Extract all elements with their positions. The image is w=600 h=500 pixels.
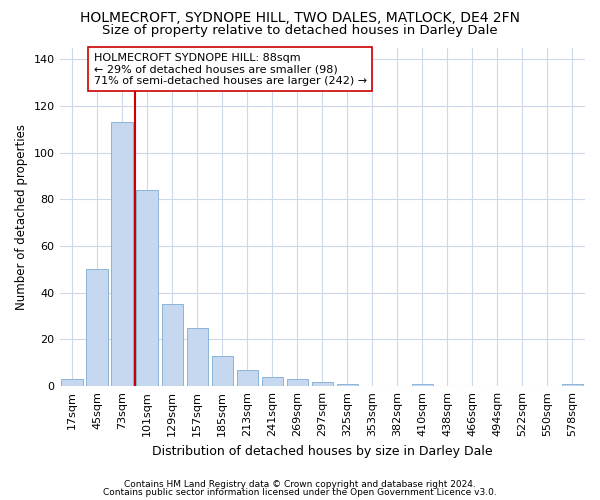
Bar: [287, 379, 308, 386]
Bar: [136, 190, 158, 386]
Y-axis label: Number of detached properties: Number of detached properties: [15, 124, 28, 310]
Bar: [236, 370, 258, 386]
Bar: [337, 384, 358, 386]
Bar: [86, 270, 108, 386]
Bar: [187, 328, 208, 386]
Bar: [112, 122, 133, 386]
Text: HOLMECROFT SYDNOPE HILL: 88sqm
← 29% of detached houses are smaller (98)
71% of : HOLMECROFT SYDNOPE HILL: 88sqm ← 29% of …: [94, 52, 367, 86]
Bar: [262, 377, 283, 386]
Bar: [412, 384, 433, 386]
Bar: [562, 384, 583, 386]
Bar: [161, 304, 183, 386]
Bar: [212, 356, 233, 386]
X-axis label: Distribution of detached houses by size in Darley Dale: Distribution of detached houses by size …: [152, 444, 493, 458]
Text: Contains HM Land Registry data © Crown copyright and database right 2024.: Contains HM Land Registry data © Crown c…: [124, 480, 476, 489]
Text: Contains public sector information licensed under the Open Government Licence v3: Contains public sector information licen…: [103, 488, 497, 497]
Text: Size of property relative to detached houses in Darley Dale: Size of property relative to detached ho…: [102, 24, 498, 37]
Bar: [311, 382, 333, 386]
Bar: [61, 379, 83, 386]
Text: HOLMECROFT, SYDNOPE HILL, TWO DALES, MATLOCK, DE4 2FN: HOLMECROFT, SYDNOPE HILL, TWO DALES, MAT…: [80, 11, 520, 25]
